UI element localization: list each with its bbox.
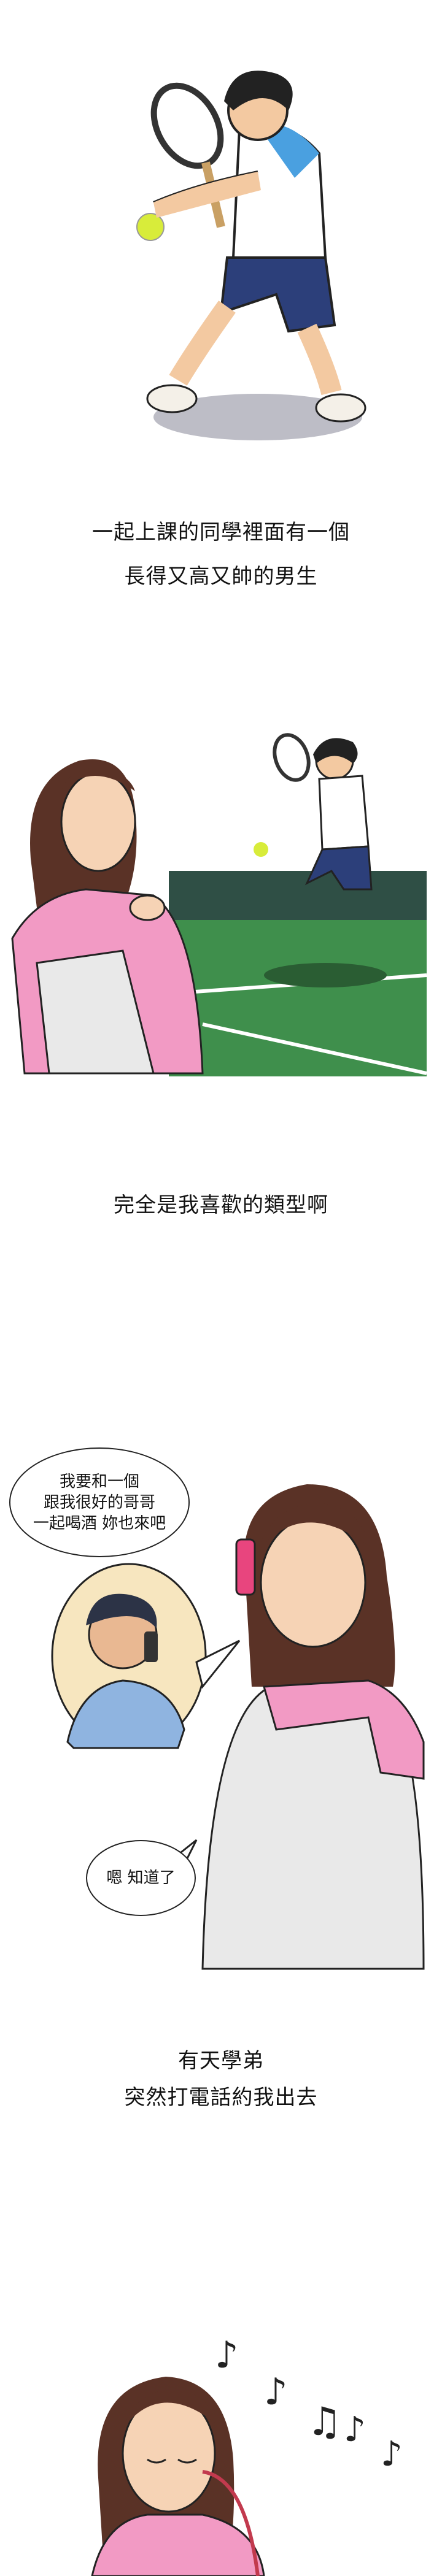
speech-bubble-caller: 我要和一個 跟我很好的哥哥 一起喝酒 妳也來吧 <box>9 1447 190 1557</box>
panel-phone-call: 我要和一個 跟我很好的哥哥 一起喝酒 妳也來吧 嗯 知道了 <box>0 1398 442 1981</box>
music-note-icon: ♪ <box>215 2334 238 2377</box>
caller-line-1: 我要和一個 <box>59 1472 139 1491</box>
court-scene-illustration <box>11 733 427 1076</box>
speech-bubble-reply: 嗯 知道了 <box>86 1840 196 1916</box>
panel-girl-watching <box>0 705 442 1135</box>
caption-p2-line1: 完全是我喜歡的類型啊 <box>114 1193 328 1217</box>
caller-line-2: 跟我很好的哥哥 <box>43 1493 155 1512</box>
caption-p4-line1: 有天學弟 <box>178 2049 264 2073</box>
music-note-icon: ♪ <box>264 2371 287 2413</box>
caption-p1-line2: 長得又高又帥的男生 <box>124 564 318 589</box>
happy-girl-illustration: ♪ ♪ ♫ ♪ ♪ <box>91 2334 403 2576</box>
panel-tennis-player <box>0 25 442 466</box>
caption-p1-line1: 一起上課的同學裡面有一個 <box>92 520 350 545</box>
phone-call-illustration <box>51 1484 425 1970</box>
tennis-player-illustration <box>136 71 366 440</box>
music-note-icon: ♫ <box>307 2399 342 2445</box>
music-note-icon: ♪ <box>344 2410 366 2450</box>
panel-happy-girl: ♪ ♪ ♫ ♪ ♪ <box>0 2318 442 2576</box>
music-note-icon: ♪ <box>381 2434 403 2474</box>
caller-line-3: 一起喝酒 妳也來吧 <box>33 1514 166 1533</box>
reply-text: 嗯 知道了 <box>106 1869 176 1887</box>
caption-p4-line2: 突然打電話約我出去 <box>124 2085 318 2110</box>
